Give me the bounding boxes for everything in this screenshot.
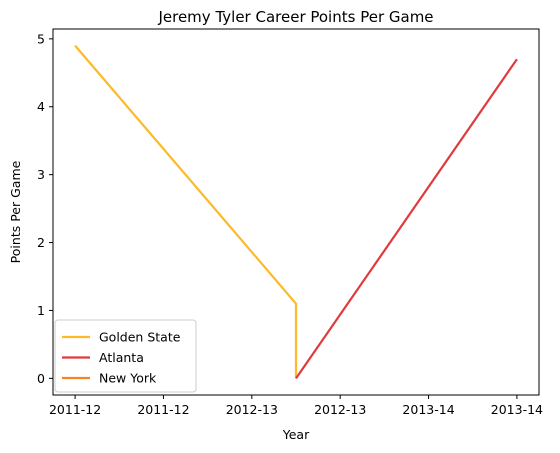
x-tick-label: 2013-14 [491,402,543,417]
legend-box [54,319,197,393]
legend: Golden State Atlanta New York [54,319,197,393]
plot-frame [52,28,540,396]
chart-title: Jeremy Tyler Career Points Per Game [157,8,433,26]
legend-label-golden-state: Golden State [99,330,181,345]
x-tick-label: 2012-13 [314,402,366,417]
x-tick-label: 2012-13 [226,402,278,417]
x-tick-label: 2011-12 [137,402,189,417]
series-line-golden-state [74,44,298,379]
x-axis-label: Year [282,427,310,442]
x-axis-ticks: 2011-12 2011-12 2012-13 2012-13 2013-14 2013-… [49,395,543,417]
y-tick-label: 0 [37,371,45,386]
legend-label-atlanta: Atlanta [99,350,144,365]
y-tick-label: 4 [37,99,45,114]
y-tick-label: 1 [37,303,45,318]
y-tick-label: 2 [37,235,45,250]
series-layer [74,44,518,379]
y-axis-label: Points Per Game [8,160,23,263]
x-tick-label: 2013-14 [402,402,454,417]
x-tick-label: 2011-12 [49,402,101,417]
series-line-atlanta [295,58,518,379]
y-tick-label: 5 [37,31,45,46]
y-tick-label: 3 [37,167,45,182]
y-axis-ticks: 0 1 2 3 4 5 [37,31,53,386]
legend-label-new-york: New York [99,371,157,386]
